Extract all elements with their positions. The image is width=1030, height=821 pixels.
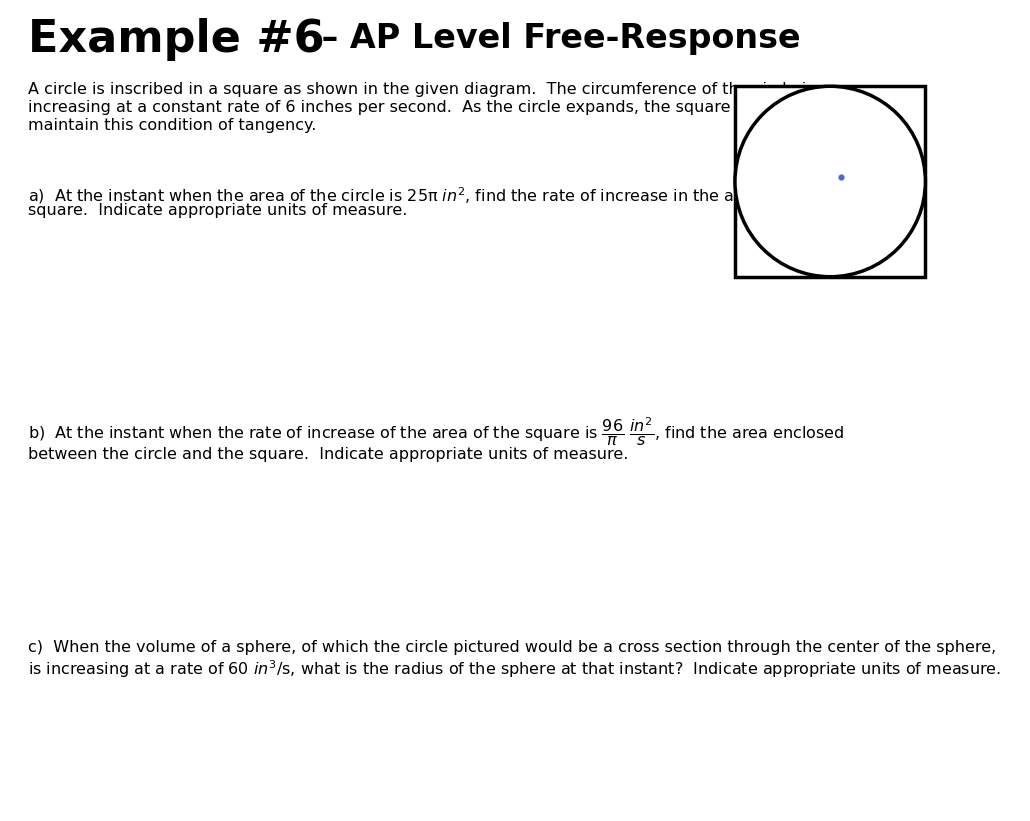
Text: increasing at a constant rate of 6 inches per second.  As the circle expands, th: increasing at a constant rate of 6 inche… [28,100,825,115]
Text: c)  When the volume of a sphere, of which the circle pictured would be a cross s: c) When the volume of a sphere, of which… [28,640,996,655]
Text: – AP Level Free-Response: – AP Level Free-Response [310,22,800,55]
Text: maintain this condition of tangency.: maintain this condition of tangency. [28,118,316,133]
Text: A circle is inscribed in a square as shown in the given diagram.  The circumfere: A circle is inscribed in a square as sho… [28,82,815,97]
Text: a)  At the instant when the area of the circle is 25π $\it{in}^2$, find the rate: a) At the instant when the area of the c… [28,185,813,206]
Text: square.  Indicate appropriate units of measure.: square. Indicate appropriate units of me… [28,203,408,218]
Text: Example #6: Example #6 [28,18,324,61]
Text: between the circle and the square.  Indicate appropriate units of measure.: between the circle and the square. Indic… [28,447,628,462]
Text: is increasing at a rate of 60 $\it{in}^3$/s, what is the radius of the sphere at: is increasing at a rate of 60 $\it{in}^3… [28,658,1001,680]
Circle shape [735,86,925,277]
Text: b)  At the instant when the rate of increase of the area of the square is $\dfra: b) At the instant when the rate of incre… [28,415,845,447]
